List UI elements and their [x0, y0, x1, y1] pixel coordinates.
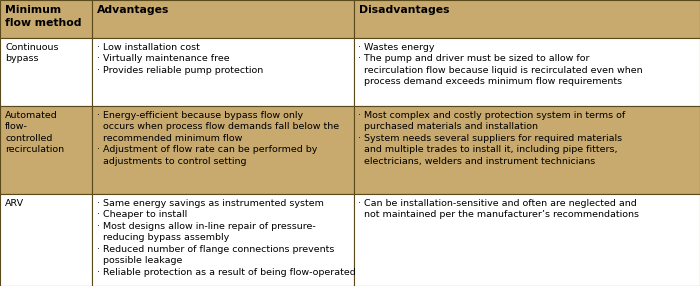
Text: ARV: ARV: [5, 199, 24, 208]
Bar: [92, 194, 354, 286]
Text: · Low installation cost
· Virtually maintenance free
· Provides reliable pump pr: · Low installation cost · Virtually main…: [97, 43, 264, 75]
Text: Disadvantages: Disadvantages: [358, 5, 449, 15]
Bar: [92, 0, 354, 38]
Bar: [0, 106, 92, 194]
Bar: [92, 106, 354, 194]
Bar: [354, 194, 700, 286]
Text: Automated
flow-
controlled
recirculation: Automated flow- controlled recirculation: [5, 111, 64, 154]
Bar: [92, 38, 354, 106]
Bar: [354, 0, 700, 38]
Text: Advantages: Advantages: [97, 5, 170, 15]
Bar: [0, 0, 92, 38]
Text: · Same energy savings as instrumented system
· Cheaper to install
· Most designs: · Same energy savings as instrumented sy…: [97, 199, 356, 277]
Text: Continuous
bypass: Continuous bypass: [5, 43, 59, 63]
Bar: [0, 38, 92, 106]
Bar: [0, 194, 92, 286]
Text: · Can be installation-sensitive and often are neglected and
  not maintained per: · Can be installation-sensitive and ofte…: [358, 199, 640, 219]
Bar: [354, 106, 700, 194]
Text: Minimum
flow method: Minimum flow method: [5, 5, 81, 28]
Bar: [354, 38, 700, 106]
Text: · Energy-efficient because bypass flow only
  occurs when process flow demands f: · Energy-efficient because bypass flow o…: [97, 111, 340, 166]
Text: · Most complex and costly protection system in terms of
  purchased materials an: · Most complex and costly protection sys…: [358, 111, 626, 166]
Text: · Wastes energy
· The pump and driver must be sized to allow for
  recirculation: · Wastes energy · The pump and driver mu…: [358, 43, 643, 86]
